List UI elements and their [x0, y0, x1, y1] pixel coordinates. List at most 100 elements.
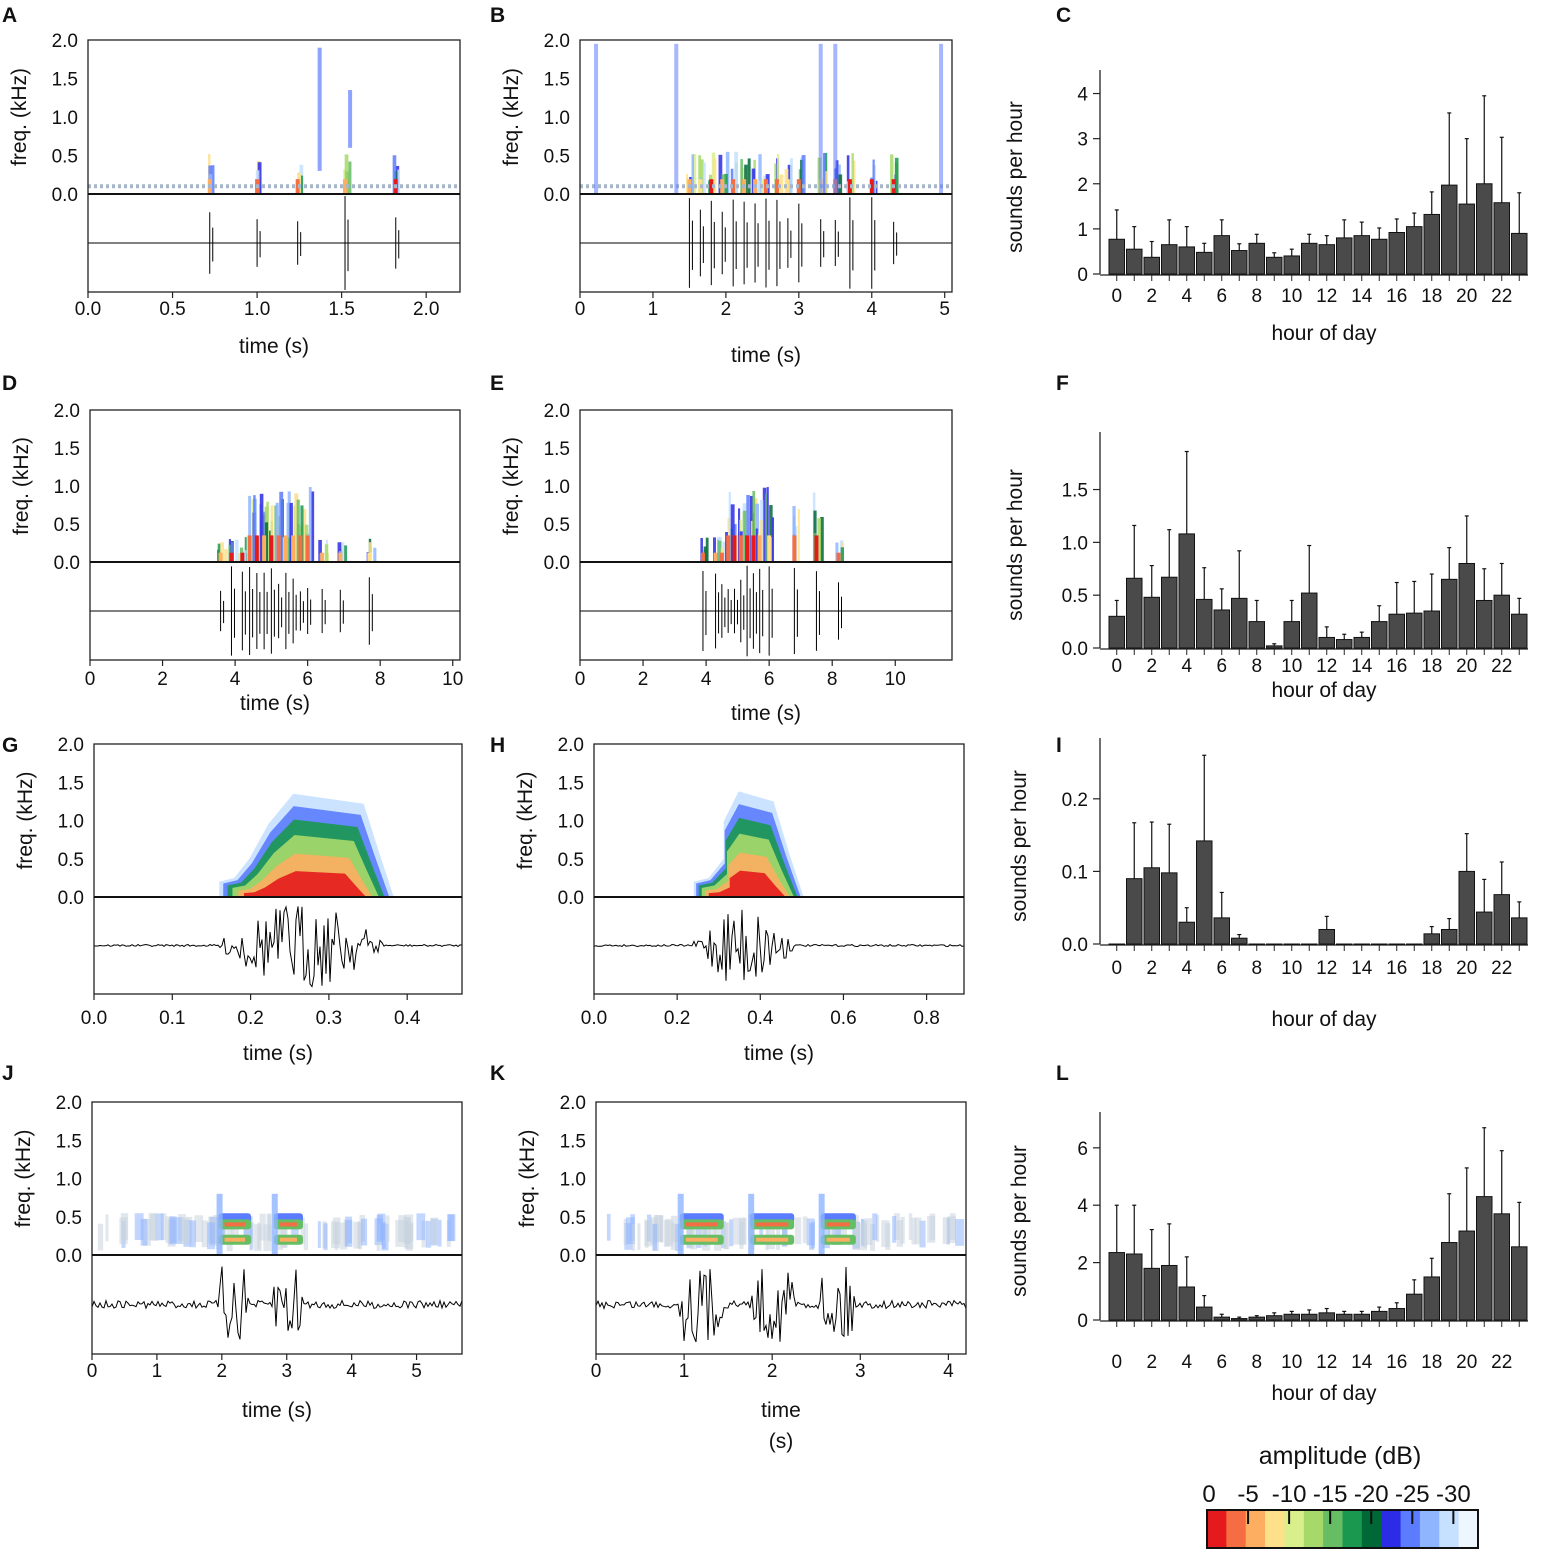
- spectrogram-streak: [722, 541, 726, 562]
- y-axis-label: sounds per hour: [1008, 1145, 1031, 1297]
- spectrogram-streak: [784, 169, 788, 194]
- panel-e: E 0.0 0.5 1.0 1.5 2.0 freq. (kHz) 0 2 4 6 8 10 time (…: [490, 372, 953, 725]
- y-axis-label: freq. (kHz): [12, 1129, 35, 1227]
- panel-label: L: [1056, 1062, 1069, 1085]
- x-tick-label: 0.4: [747, 1008, 774, 1029]
- panel-label: B: [490, 4, 505, 27]
- y-tick-label: 2.0: [54, 401, 80, 422]
- spectrogram-core: [298, 535, 303, 562]
- noise-band: [919, 1220, 926, 1248]
- x-tick-label: 0: [87, 1361, 98, 1382]
- spectrogram-core: [240, 552, 245, 562]
- spectrogram-streak: [216, 1193, 223, 1255]
- legend-swatch: [1294, 1510, 1305, 1548]
- x-tick-label: 5: [411, 1361, 422, 1382]
- x-tick-label: 0.0: [81, 1008, 107, 1029]
- x-tick-label: 2: [1146, 656, 1157, 677]
- spectrogram-core: [262, 535, 267, 562]
- x-tick-label: 0: [1111, 656, 1122, 677]
- spectrogram-streak: [894, 157, 899, 194]
- noise-band: [300, 1217, 305, 1245]
- noise-band: [811, 1221, 815, 1249]
- noise-band: [665, 1218, 670, 1246]
- x-tick-label: 4: [701, 669, 712, 690]
- spectrogram-streak: [686, 173, 689, 194]
- x-tick-label: 4: [1181, 958, 1192, 979]
- y-tick-label: 0.5: [558, 850, 584, 871]
- x-tick-label: 1: [648, 299, 659, 320]
- noise-band: [864, 1218, 873, 1245]
- x-tick-label: 3: [855, 1361, 866, 1382]
- y-tick-label: 1.0: [544, 477, 570, 498]
- spectrogram-streak: [318, 539, 322, 562]
- spectrogram-core: [700, 552, 705, 562]
- spectrogram-streak: [238, 553, 243, 562]
- spectrogram-streak: [740, 159, 743, 194]
- noise-band: [914, 1217, 922, 1245]
- spectrogram-streak: [294, 493, 299, 562]
- y-tick-label: 0.0: [52, 185, 78, 206]
- y-tick-label: 2.0: [52, 31, 78, 52]
- plot-frame: [93, 743, 463, 995]
- spectrogram-streak: [820, 517, 824, 562]
- y-tick-label: 0.0: [560, 1246, 586, 1267]
- x-tick-label: 16: [1386, 656, 1407, 677]
- spectrogram: [580, 43, 952, 194]
- bar: [1336, 1313, 1353, 1321]
- bar: [1441, 928, 1458, 945]
- spectrogram-streak: [846, 155, 850, 194]
- y-tick-label: 1: [1077, 220, 1088, 241]
- spectrogram-streak: [368, 542, 372, 562]
- x-tick-label: 2: [1146, 286, 1157, 307]
- y-tick-label: 0.5: [52, 147, 78, 168]
- spectrogram-streak: [348, 90, 353, 148]
- legend-swatch: [1216, 1510, 1227, 1548]
- x-tick-label: 22: [1491, 286, 1512, 307]
- bar: [1511, 613, 1528, 649]
- noise-band: [381, 1223, 389, 1251]
- spectrogram-streak: [275, 502, 279, 562]
- bar: [1143, 867, 1160, 945]
- spectrogram-core: [713, 552, 718, 562]
- x-tick-label: 20: [1456, 1352, 1477, 1373]
- y-tick-label: 0.0: [1062, 935, 1088, 956]
- noise-band: [186, 1216, 193, 1244]
- bar: [1458, 203, 1475, 275]
- legend-swatch: [1342, 1510, 1353, 1548]
- spectrogram: [606, 1193, 965, 1255]
- bar: [1353, 943, 1370, 945]
- y-tick-label: 1.0: [58, 812, 84, 833]
- noise-band: [852, 1215, 859, 1242]
- y-tick-label: 0: [1077, 265, 1088, 286]
- bar: [1476, 599, 1493, 649]
- spectrogram-streak: [324, 544, 329, 562]
- spectrogram-streak: [392, 155, 397, 194]
- y-axis-label: sounds per hour: [1004, 101, 1027, 253]
- y-tick-label: 1.5: [544, 70, 570, 91]
- bar: [1301, 1313, 1318, 1321]
- x-tick-label: 4: [230, 669, 241, 690]
- bar: [1458, 1230, 1475, 1321]
- spectrogram-streak: [755, 528, 758, 562]
- spectrogram-streak: [248, 495, 252, 562]
- x-tick-label: 14: [1351, 656, 1373, 677]
- y-tick-label: 0.1: [1062, 862, 1088, 883]
- bar: [1108, 1252, 1125, 1321]
- spectrogram-streak: [747, 158, 751, 194]
- spectrogram-streak: [730, 504, 735, 562]
- bar: [1458, 562, 1475, 649]
- spectrogram-streak: [264, 522, 269, 562]
- x-tick-label: 22: [1491, 958, 1512, 979]
- spectrogram-streak: [279, 491, 284, 562]
- spectrogram: [97, 1193, 456, 1255]
- spectrogram-core: [738, 535, 743, 562]
- noise-band: [802, 1216, 808, 1244]
- y-tick-label: 4: [1077, 85, 1088, 106]
- waveform: [580, 197, 952, 289]
- noise-band: [430, 1217, 439, 1245]
- bar: [1388, 1308, 1405, 1321]
- noise-band: [105, 1214, 109, 1242]
- noise-band: [794, 1217, 802, 1245]
- x-tick-label: 6: [302, 669, 313, 690]
- panel-label: D: [2, 372, 17, 395]
